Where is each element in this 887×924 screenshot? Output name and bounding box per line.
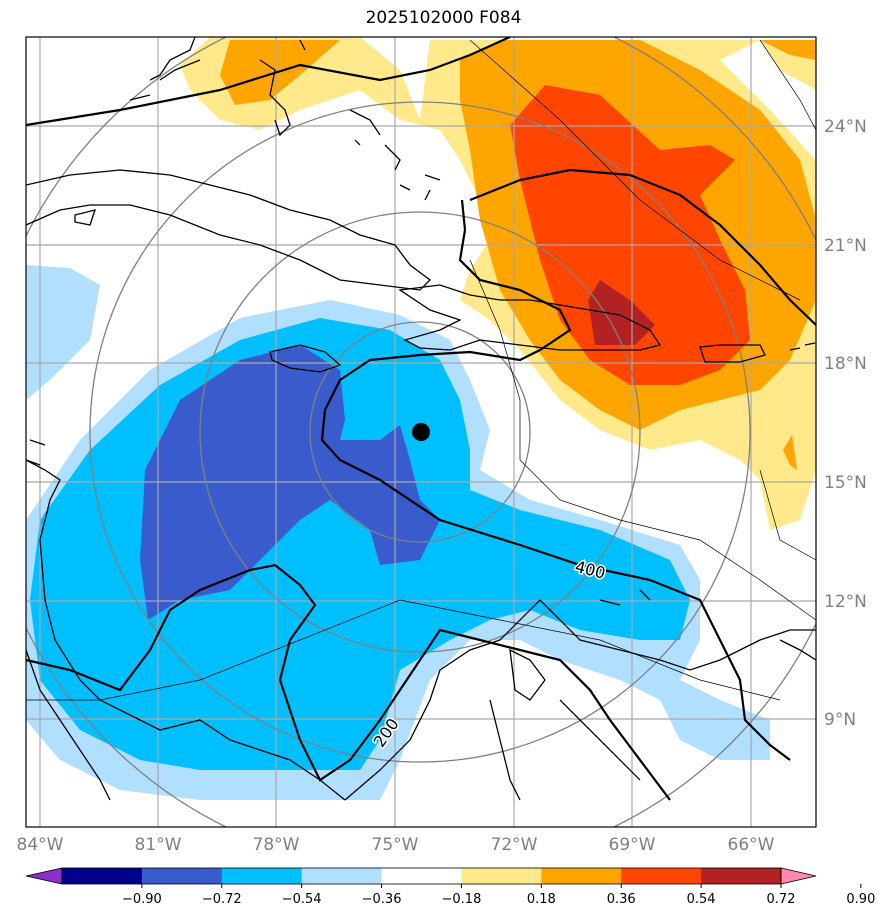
range-rings <box>26 37 816 827</box>
colorbar: −0.90 −0.72 −0.54 −0.36 −0.18 0.18 0.36 0.54 0.7… <box>25 867 875 907</box>
colorbar-tick-label: 0.18 <box>527 892 556 907</box>
map-layers: 400 200 <box>26 37 816 827</box>
colorbar-frame <box>61 867 782 885</box>
lat-label: 21°N <box>824 236 867 256</box>
lat-label: 12°N <box>824 592 867 612</box>
map-title: 2025102000 F084 <box>365 8 522 28</box>
colorbar-cell <box>301 868 383 884</box>
colorbar-tick-label: −0.90 <box>122 892 162 907</box>
colorbar-cell <box>141 868 223 884</box>
anomaly-pos-mid <box>783 435 797 470</box>
colorbar-cell <box>701 868 782 884</box>
colorbar-cell <box>221 868 303 884</box>
colorbar-tick-label: 0.36 <box>607 892 636 907</box>
colorbar-extend-max <box>780 867 817 885</box>
contour-400 <box>320 168 816 761</box>
colorbar-tick-label: 0.72 <box>767 892 796 907</box>
lon-label: 72°W <box>491 835 538 855</box>
colorbar-cells <box>62 868 782 884</box>
lon-label: 75°W <box>372 835 419 855</box>
colorbar-extend-min <box>25 867 63 885</box>
anomaly-pos-mid <box>220 40 340 105</box>
storm-center-dot <box>412 423 430 441</box>
anomaly-neg-weak <box>26 265 100 400</box>
contour-top <box>26 37 511 127</box>
colorbar-tick-label: −0.18 <box>442 892 482 907</box>
map-frame <box>25 36 817 828</box>
lon-label: 81°W <box>135 835 182 855</box>
anomaly-pos-mid <box>760 40 816 60</box>
lon-label: 66°W <box>728 835 775 855</box>
latitude-labels: 24°N 21°N 18°N 15°N 12°N 9°N <box>824 117 867 730</box>
lon-label: 78°W <box>253 835 300 855</box>
lon-label: 69°W <box>609 835 656 855</box>
lat-label: 18°N <box>824 354 867 374</box>
lat-label: 24°N <box>824 117 867 137</box>
contour-200 <box>26 563 671 801</box>
height-contours <box>26 37 816 801</box>
colorbar-tick-label: −0.36 <box>362 892 402 907</box>
lon-label: 84°W <box>17 835 64 855</box>
colorbar-tick-label: 0.54 <box>687 892 716 907</box>
colorbar-cell <box>381 868 462 884</box>
colorbar-cell <box>62 868 143 884</box>
colorbar-cell <box>541 868 622 884</box>
colorbar-tick-label: −0.54 <box>282 892 322 907</box>
lat-label: 15°N <box>824 473 867 493</box>
colorbar-tick-label: −0.72 <box>202 892 242 907</box>
thin-contours <box>26 39 816 701</box>
colorbar-cell <box>621 868 702 884</box>
anomaly-pos-strong <box>510 85 750 385</box>
anomaly-pos-max <box>588 280 655 345</box>
colorbar-tick-label: 0.90 <box>846 892 875 907</box>
colorbar-ticks: −0.90 −0.72 −0.54 −0.36 −0.18 0.18 0.36 0.54 0.7… <box>122 884 875 907</box>
lat-label: 9°N <box>824 710 856 730</box>
colorbar-cell <box>461 868 542 884</box>
longitude-labels: 84°W 81°W 78°W 75°W 72°W 69°W 66°W <box>17 835 775 855</box>
